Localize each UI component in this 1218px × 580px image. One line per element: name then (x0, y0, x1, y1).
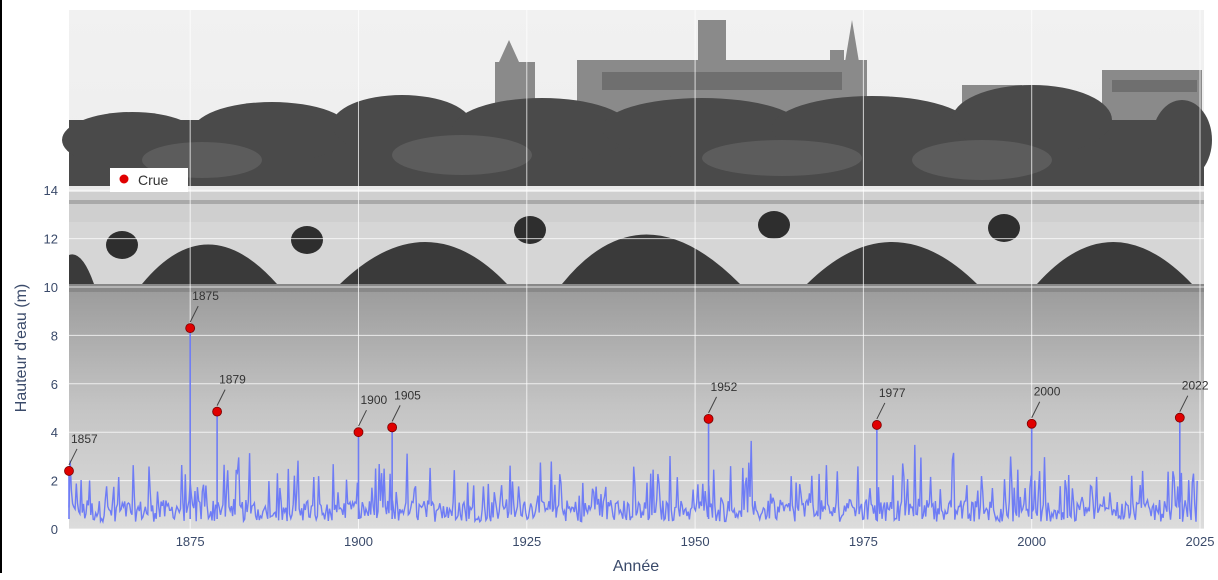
flood-label-leader (189, 305, 199, 323)
y-tick-label: 0 (51, 522, 58, 537)
flood-marker (353, 427, 364, 438)
flood-label: 2022 (1182, 379, 1209, 393)
x-tick-label: 1975 (849, 534, 878, 549)
flood-label-leader (391, 405, 401, 422)
flood-marker (185, 323, 196, 334)
flood-label-leader (216, 389, 226, 406)
y-tick-label: 2 (51, 474, 58, 489)
gridlines (69, 10, 1204, 530)
flood-label: 1857 (71, 432, 98, 446)
flood-label: 2000 (1034, 385, 1061, 399)
flood-markers: 1857 1875 1879 1900 1905 1952 1977 2000 2022 (64, 289, 1209, 519)
flood-label: 1952 (711, 380, 738, 394)
flood-label: 1879 (219, 373, 246, 387)
y-tick-label: 14 (44, 183, 58, 198)
flood-marker (387, 422, 398, 433)
flood-label-leader (68, 448, 78, 466)
flood-label-leader (1031, 401, 1041, 418)
y-tick-label: 8 (51, 328, 58, 343)
legend-label: Crue (138, 172, 169, 188)
flood-label: 1900 (360, 393, 387, 407)
y-tick-label: 10 (44, 280, 58, 295)
y-tick-label: 12 (44, 232, 58, 247)
x-axis-ticks: 1875 1900 1925 1950 1975 2000 2025 (176, 534, 1215, 549)
background-photo (62, 10, 1212, 529)
y-tick-label: 6 (51, 377, 58, 392)
x-tick-label: 1925 (512, 534, 541, 549)
flood-label: 1875 (192, 289, 219, 303)
flood-label-leader (876, 402, 886, 420)
y-tick-label: 4 (51, 425, 58, 440)
water-level-line (68, 440, 1198, 524)
flood-label: 1905 (394, 388, 421, 402)
x-axis-title: Année (613, 558, 659, 575)
legend-marker-icon (119, 174, 129, 184)
flood-label-leader (1179, 395, 1189, 412)
flood-marker (212, 406, 223, 417)
flood-marker (871, 420, 882, 430)
x-tick-label: 1900 (344, 534, 373, 549)
flood-marker (64, 466, 74, 476)
x-tick-label: 2000 (1017, 534, 1046, 549)
flood-marker (1026, 418, 1037, 429)
x-tick-label: 1950 (681, 534, 710, 549)
x-tick-label: 1875 (176, 534, 205, 549)
y-axis-ticks: 0 2 4 6 8 10 12 14 (44, 183, 58, 537)
y-axis-title: Hauteur d'eau (m) (13, 284, 30, 412)
x-tick-label: 2025 (1186, 534, 1215, 549)
flood-marker (1174, 412, 1185, 423)
flood-label-leader (708, 396, 718, 414)
legend: Crue (110, 168, 188, 192)
flood-marker (703, 413, 714, 424)
flood-label-leader (358, 409, 367, 427)
flood-label: 1977 (879, 386, 906, 400)
